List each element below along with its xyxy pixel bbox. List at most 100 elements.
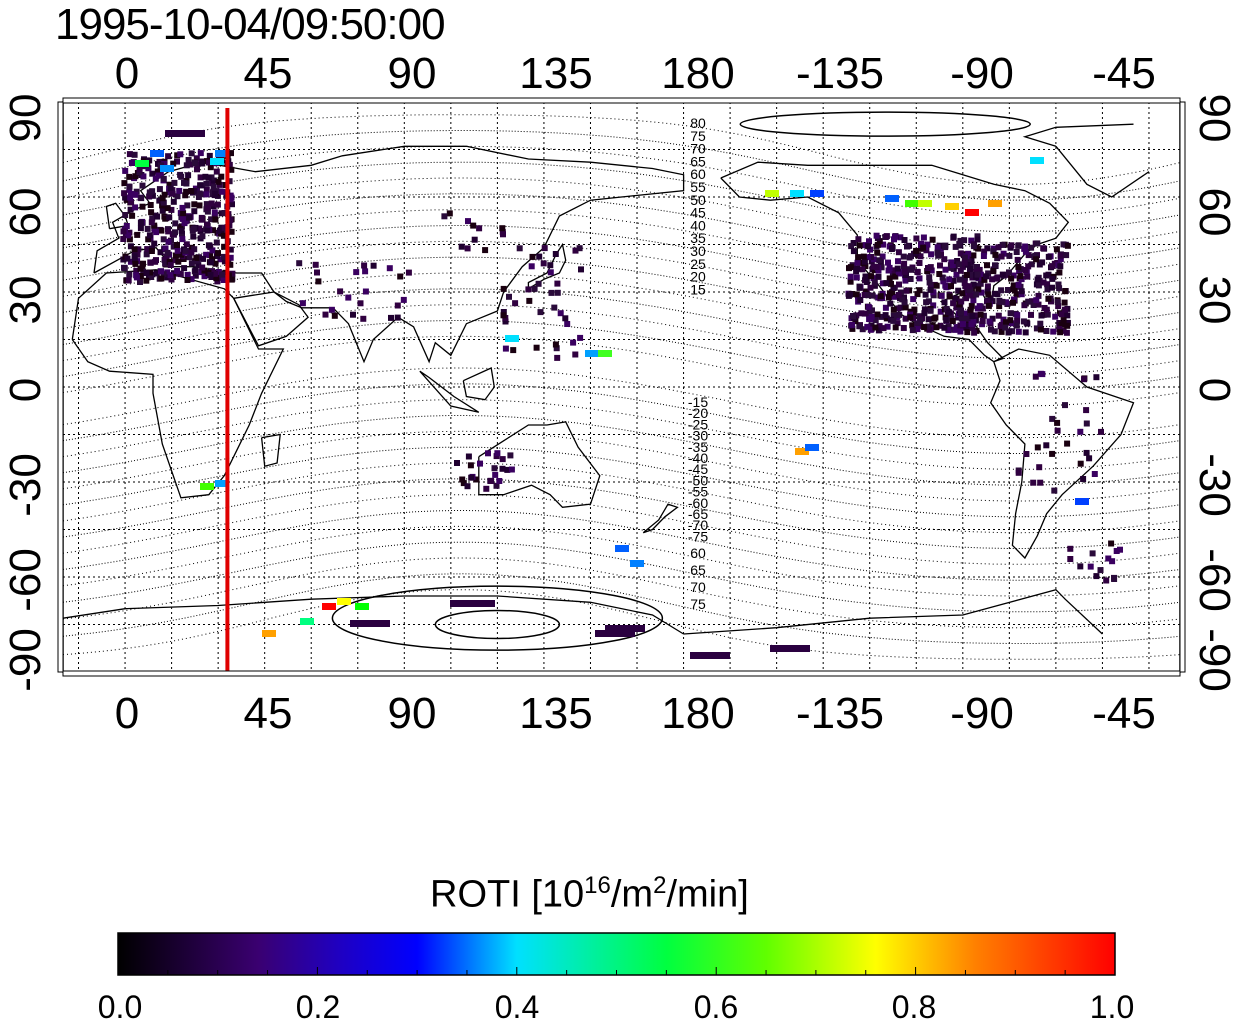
roti-point [132,204,139,211]
roti-point [880,241,887,248]
roti-point [876,238,883,245]
roti-point [337,288,344,295]
mag-latitude-contour [62,304,1181,375]
roti-point [133,188,140,195]
roti-point [174,193,181,200]
contour-labels: 8075706560555045403530252015-15-20-25-30… [688,115,708,612]
roti-point [886,264,893,271]
roti-point [882,312,889,319]
roti-point [959,290,966,297]
roti-point [883,280,890,287]
roti-point [896,281,902,288]
roti-point [961,237,968,244]
roti-point [203,191,210,198]
roti-point [458,243,465,250]
roti-point [957,237,964,244]
roti-point [953,271,960,278]
roti-point [174,247,181,254]
roti-point [528,263,535,270]
roti-point [203,180,210,187]
south-pole-contour-inner [434,609,561,640]
roti-point [172,229,178,236]
roti-point [185,157,192,163]
roti-point [909,327,916,334]
roti-point [903,272,909,278]
mag-latitude-contour [62,399,1181,470]
roti-point [1039,259,1046,266]
roti-point [970,281,977,288]
roti-point [1089,550,1096,557]
roti-point [188,188,195,194]
roti-point [1043,442,1050,449]
roti-point [144,225,151,232]
roti-point-band [450,600,490,607]
roti-point [213,168,220,175]
mag-latitude-contour [62,161,1181,233]
roti-point [938,292,945,299]
roti-point [183,241,190,248]
roti-point [899,296,906,303]
contour-label-south: -35 [688,439,708,455]
colorbar-tick-label: 0.6 [694,989,738,1024]
roti-point [137,279,143,285]
roti-point-highlight [615,545,629,552]
roti-point [191,160,198,166]
contour-label-south-lower: 65 [690,562,706,578]
roti-point [1010,282,1017,289]
roti-point [865,243,872,250]
roti-point [933,282,940,289]
roti-point [143,270,150,277]
roti-point [958,298,965,305]
roti-point [894,320,901,327]
coastline [62,588,1103,635]
roti-point [1067,545,1074,552]
roti-point [121,190,128,197]
roti-point [160,199,167,206]
roti-point [946,276,953,283]
bottom-tick: 135 [519,689,592,738]
roti-point [126,236,133,243]
roti-point [210,177,217,184]
contour-label-south: -75 [688,528,708,544]
roti-point [192,272,199,279]
roti-point [946,309,953,316]
roti-point [1023,451,1030,457]
right-tick: 90 [1190,94,1239,143]
roti-point [1055,303,1062,310]
roti-point [939,274,946,281]
roti-point [188,150,195,157]
roti-point-highlight [1075,498,1089,505]
roti-point [165,153,172,160]
roti-point [127,258,134,265]
roti-point [467,462,474,469]
roti-point-highlight [945,203,959,210]
coastline [642,503,679,534]
roti-point [214,278,221,285]
contour-label-south: -45 [688,461,708,477]
roti-point [968,321,975,328]
roti-point [1057,329,1064,336]
roti-point [362,288,369,295]
roti-point [499,225,506,232]
roti-point [998,253,1005,260]
roti-point [1022,329,1029,336]
roti-point [988,326,994,333]
roti-point [992,262,998,269]
roti-point [1062,402,1068,409]
roti-point [869,307,875,314]
roti-point [999,271,1006,278]
roti-point [975,245,982,252]
roti-point [895,268,902,275]
roti-point [942,244,949,251]
roti-point [228,276,235,283]
roti-point [895,249,902,256]
roti-point [917,253,924,260]
roti-point [860,253,867,260]
roti-point [1007,310,1014,317]
roti-point [859,326,866,333]
roti-point [1057,252,1064,259]
roti-point [510,347,517,354]
contour-label-north: 70 [690,141,706,157]
roti-point [121,180,128,187]
roti-point [963,272,970,278]
